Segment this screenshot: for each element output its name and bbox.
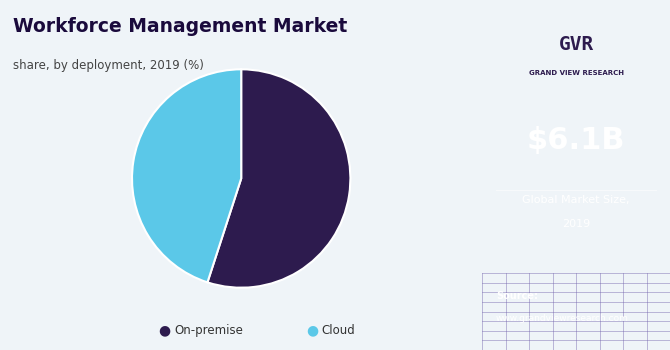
Text: Global Market Size,: Global Market Size,	[523, 195, 630, 204]
Text: Cloud: Cloud	[322, 324, 355, 337]
Wedge shape	[208, 69, 350, 288]
Text: GRAND VIEW RESEARCH: GRAND VIEW RESEARCH	[529, 70, 624, 76]
Text: $6.1B: $6.1B	[527, 126, 626, 154]
Text: GVR: GVR	[559, 35, 594, 55]
Text: share, by deployment, 2019 (%): share, by deployment, 2019 (%)	[13, 60, 204, 72]
Text: ●: ●	[159, 324, 171, 338]
Text: Source:: Source:	[496, 291, 538, 301]
Text: On-premise: On-premise	[174, 324, 243, 337]
Text: 2019: 2019	[562, 219, 590, 229]
Text: Workforce Management Market: Workforce Management Market	[13, 18, 348, 36]
Text: ●: ●	[306, 324, 318, 338]
Text: www.grandviewresearch.com: www.grandviewresearch.com	[496, 314, 628, 323]
Wedge shape	[132, 69, 241, 282]
